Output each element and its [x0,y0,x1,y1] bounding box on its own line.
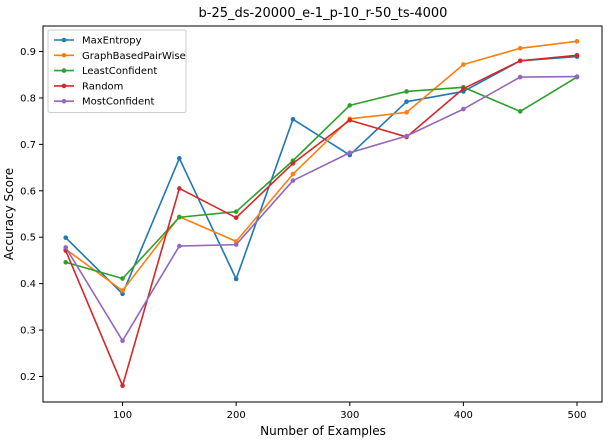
legend-label: MostConfident [82,97,154,108]
y-axis-title: Accuracy Score [2,168,16,260]
data-point [177,186,182,191]
x-axis: 100 200 300 400 500 [113,402,587,421]
legend-label: MaxEntropy [82,36,142,47]
data-point [233,215,239,221]
plot-frame [42,25,603,403]
plot-area [63,39,580,389]
data-point [63,235,69,240]
data-point [63,245,69,250]
data-point [120,291,125,297]
legend: MaxEntropy GraphBasedPairWise LeastConfide… [47,29,187,113]
data-point [347,117,353,123]
y-tick-label: 0.6 [20,186,36,197]
data-point [347,150,353,156]
y-tick-label: 0.2 [20,372,36,383]
legend-item: MaxEntropy [54,36,142,47]
data-point [290,117,296,122]
x-tick-label: 500 [567,410,586,421]
legend-item: MostConfident [54,97,154,108]
data-point [517,109,523,114]
series-mostconfident [63,74,580,344]
x-tick-label: 200 [227,410,246,421]
data-point [404,110,409,115]
data-point [517,74,523,80]
legend-marker [61,98,67,104]
series-line [65,75,578,342]
data-point [290,161,296,166]
data-point [120,338,125,344]
data-point [233,276,239,282]
data-point [574,52,580,58]
legend-marker [61,83,67,89]
legend-item: Random [54,81,123,92]
data-point [177,155,182,161]
series-line [65,40,578,292]
data-point [177,243,182,249]
legend-marker [61,68,67,73]
data-point [517,45,523,51]
data-point [290,178,296,183]
y-tick-label: 0.3 [20,326,36,337]
data-point [177,214,182,220]
series-line [65,55,578,295]
legend-label: GraphBasedPairWise [82,51,186,62]
y-tick-label: 0.9 [20,47,36,58]
series-line [64,54,578,387]
data-point [404,133,409,139]
data-point [404,99,409,104]
data-point [233,242,239,247]
data-point [574,39,580,44]
x-tick-label: 100 [113,410,132,421]
data-point [233,209,239,214]
chart-title: b-25_ds-20000_e-1_p-10_r-50_ts-4000 [199,6,448,21]
legend-item: GraphBasedPairWise [54,51,186,62]
data-point [461,62,466,67]
data-point [347,103,353,108]
data-point [461,86,466,91]
legend-box [47,29,187,113]
legend-item: LeastConfident [54,66,157,77]
data-point [120,276,125,281]
legend-marker [61,53,67,58]
data-point [63,259,69,265]
y-axis: 0.2 0.3 0.4 0.5 0.6 0.7 0.8 0.9 [20,47,43,383]
data-point [120,383,125,389]
data-point [461,106,466,112]
x-tick-label: 300 [340,410,359,421]
x-axis-title: Number of Examples [260,424,386,438]
data-point [517,58,523,64]
y-tick-label: 0.8 [20,93,36,104]
series-leastconfident [63,74,580,281]
y-tick-label: 0.7 [20,140,36,151]
legend-label: LeastConfident [82,66,157,77]
y-tick-label: 0.5 [20,233,36,244]
x-tick-label: 400 [454,410,473,421]
data-point [404,89,409,94]
data-point [290,171,296,177]
data-point [574,74,580,79]
data-point [120,288,125,293]
legend-label: Random [82,81,123,92]
y-tick-label: 0.4 [20,279,36,290]
legend-marker [61,37,67,43]
series-line [65,76,578,280]
